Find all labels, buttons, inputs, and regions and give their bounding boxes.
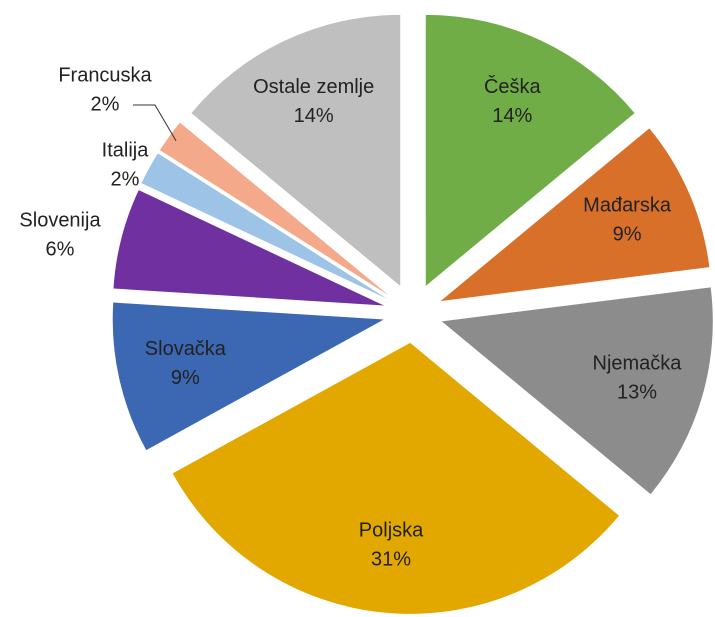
slice-label: Francuska [58,64,152,86]
slice-value-label: 13% [617,381,657,403]
slice-value-label: 9% [171,367,200,389]
slice-value-label: 6% [46,238,75,260]
slice-label: Ostale zemlje [253,76,374,98]
slice-value-label: 31% [371,548,411,570]
pie-slice [441,287,713,495]
leader-line [133,104,177,142]
slice-value-label: 9% [613,224,642,246]
pie-slice [159,122,389,296]
slice-label: Njemačka [593,352,683,374]
slice-value-label: 14% [492,105,532,127]
slice-value-label: 14% [294,105,334,127]
slice-value-label: 2% [91,93,120,115]
pie-slice [440,128,710,302]
slice-label: Slovačka [145,338,227,360]
slice-label: Italija [102,139,150,161]
pie-slice [112,302,384,451]
pie-slice [191,14,401,286]
slice-label: Poljska [359,519,424,541]
slice-value-label: 2% [111,168,140,190]
slice-label: Mađarska [583,195,672,217]
slice-label: Češka [484,75,542,98]
pie-slice [141,153,387,299]
slice-label: Slovenija [19,209,101,231]
pie-slice [172,342,619,614]
pie-slice [113,190,384,306]
pie-slice [425,14,635,286]
